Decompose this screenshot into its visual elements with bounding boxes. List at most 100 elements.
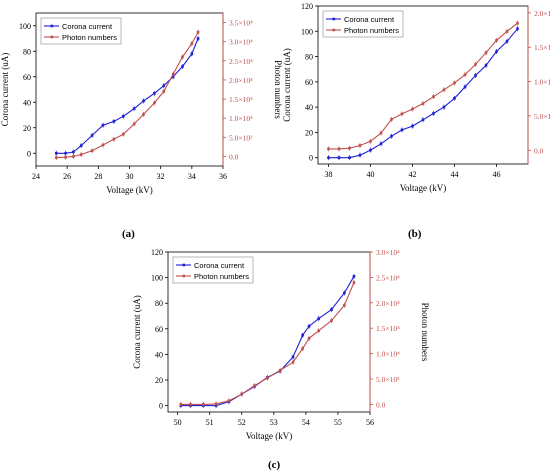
y-right-tick-label: 1.0×10⁴ <box>229 114 253 123</box>
x-tick-label: 42 <box>409 170 417 179</box>
y-right-tick-label: 1.5×10⁴ <box>229 95 253 104</box>
data-point <box>390 118 393 121</box>
data-point <box>142 99 145 103</box>
data-point <box>266 376 269 380</box>
data-point <box>432 112 435 115</box>
y-left-axis-label: Corona current (uA) <box>282 48 292 121</box>
data-point <box>421 102 425 105</box>
data-point <box>54 156 58 159</box>
legend-label: Photon numbers <box>194 272 249 281</box>
data-point <box>189 403 192 406</box>
data-point <box>330 319 333 322</box>
data-point <box>516 27 519 31</box>
y-right-tick-label: 3.5×10⁴ <box>229 19 253 28</box>
y-left-tick-label: 100 <box>301 27 313 36</box>
data-point <box>442 88 446 92</box>
y-right-tick-label: 3.0×10⁴ <box>229 38 253 47</box>
legend-box <box>322 10 404 38</box>
series-line-corona-current <box>180 276 355 407</box>
legend-marker <box>50 35 54 39</box>
data-point <box>72 150 75 154</box>
data-point <box>121 132 125 136</box>
legend-box <box>172 256 254 284</box>
y-left-tick-label: 120 <box>151 248 163 257</box>
y-left-tick-label: 40 <box>155 350 163 359</box>
data-point <box>196 37 200 40</box>
data-point <box>317 317 320 320</box>
data-point <box>421 118 425 122</box>
y-right-axis-label: Photon numbers <box>420 303 430 362</box>
x-tick-label: 38 <box>325 170 333 179</box>
data-point <box>142 113 145 116</box>
y-left-axis-label: Corona current (uA) <box>132 295 142 368</box>
legend-box <box>40 17 122 45</box>
data-point <box>352 275 356 278</box>
data-point <box>327 156 330 159</box>
data-point <box>171 72 175 76</box>
data-point <box>181 55 184 59</box>
y-right-tick-label: 2.0×10⁴ <box>229 76 253 85</box>
chart-panel-a: 24 26 28 30 32 34 36 Voltage (kV) 0 20 40 60 80 100 Co… <box>0 12 283 195</box>
x-tick-label: 53 <box>270 418 278 427</box>
y-left-tick-label: 20 <box>155 376 163 385</box>
y-left-tick-label: 80 <box>305 53 313 62</box>
y-right-tick-label: 5.0×10³ <box>534 112 550 121</box>
y-left-tick-label: 40 <box>305 103 313 112</box>
y-left-tick-label: 80 <box>155 299 163 308</box>
y-right-tick-label: 1.5×10⁴ <box>534 43 550 52</box>
data-point <box>484 51 488 55</box>
data-point <box>301 347 304 350</box>
data-point <box>358 153 362 157</box>
legend-marker <box>50 24 54 28</box>
y-right-tick-label: 3.0×10⁴ <box>376 248 400 257</box>
data-point <box>201 403 205 406</box>
data-point <box>484 64 488 67</box>
series-line-photon-numbers <box>328 22 518 150</box>
data-point <box>307 337 311 340</box>
x-axis-label: Voltage (kV) <box>400 183 447 193</box>
x-tick-label: 55 <box>334 418 342 427</box>
data-point <box>453 96 456 100</box>
data-point <box>343 304 346 307</box>
data-point <box>171 75 175 79</box>
legend-label: Photon numbers <box>62 33 117 42</box>
x-tick-label: 24 <box>32 172 40 181</box>
data-point <box>90 149 94 152</box>
data-point <box>90 134 94 137</box>
data-point <box>179 403 183 406</box>
data-point <box>463 85 467 89</box>
data-point <box>348 156 351 159</box>
legend-label: Corona current <box>194 261 245 270</box>
y-right-tick-label: 0.0 <box>229 152 239 161</box>
data-point <box>400 128 404 132</box>
data-point <box>432 95 435 98</box>
data-point <box>112 137 116 141</box>
data-point <box>291 360 295 364</box>
chart-panel-b: 38 40 42 44 46 Voltage (kV) 0 20 40 60 80 100 120 Cor… <box>282 2 550 193</box>
x-tick-label: 40 <box>367 170 375 179</box>
data-point <box>54 151 58 155</box>
panel-label-b: (b) <box>408 228 422 240</box>
data-point <box>474 63 477 66</box>
series-line-photon-numbers <box>56 31 199 159</box>
data-point <box>190 52 194 56</box>
x-tick-label: 44 <box>451 170 459 179</box>
data-point <box>64 151 67 155</box>
data-point <box>227 399 231 403</box>
y-right-axis-label: Photon numbers <box>273 60 283 119</box>
x-axis-label: Voltage (kV) <box>106 185 153 195</box>
x-tick-label: 56 <box>366 418 374 427</box>
series-line-photon-numbers <box>180 282 355 405</box>
data-point <box>337 156 341 159</box>
x-tick-label: 36 <box>219 172 227 181</box>
data-point <box>442 105 446 109</box>
y-right-tick-label: 0.0 <box>534 146 544 155</box>
legend-marker <box>182 263 186 267</box>
data-point <box>101 123 105 127</box>
y-right-tick-label: 2.0×10⁴ <box>376 299 400 308</box>
data-point <box>253 384 256 387</box>
y-left-tick-label: 40 <box>23 98 31 107</box>
y-right-tick-label: 5.0×10³ <box>229 133 253 142</box>
data-point <box>162 90 166 93</box>
